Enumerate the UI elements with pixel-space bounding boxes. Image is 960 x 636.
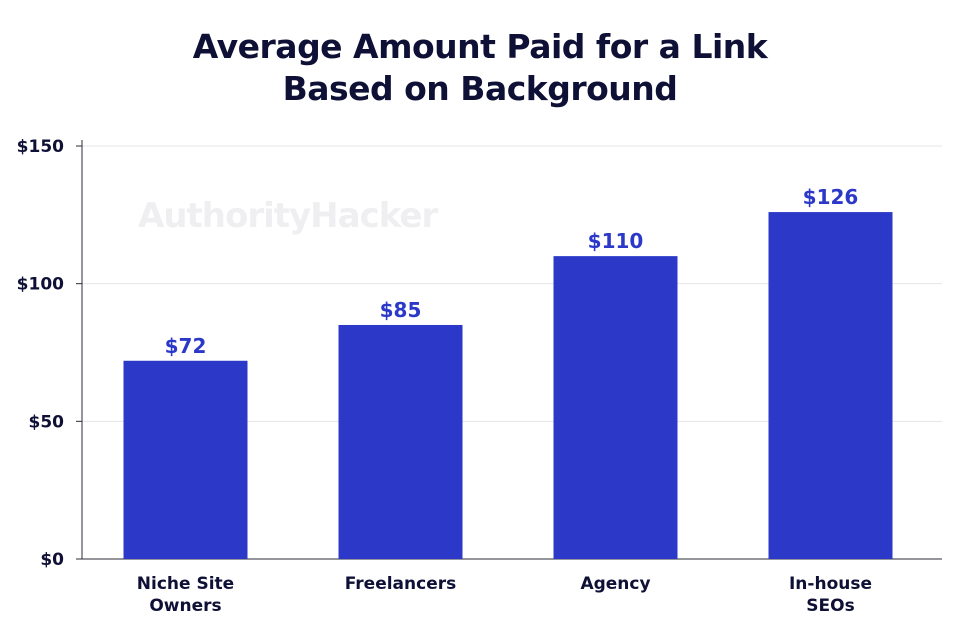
x-category-label: Agency: [580, 574, 650, 594]
x-category-label: In-house: [789, 574, 872, 594]
bar: [123, 360, 248, 559]
y-tick-label: $100: [17, 275, 64, 295]
chart-title-line-1: Average Amount Paid for a Link: [192, 27, 768, 66]
bar: [553, 256, 678, 559]
y-tick-label: $0: [40, 550, 64, 570]
x-category-label: Owners: [149, 596, 221, 616]
x-category-label: Freelancers: [345, 574, 456, 594]
x-category-label: Niche Site: [137, 574, 234, 594]
bar: [338, 324, 463, 559]
bar: [768, 212, 893, 559]
value-label: $126: [803, 185, 859, 209]
value-label: $72: [165, 334, 207, 358]
value-label: $85: [380, 298, 422, 322]
y-tick-label: $150: [17, 137, 64, 157]
x-category-label: SEOs: [806, 596, 854, 616]
watermark-logo: AuthorityHacker: [138, 196, 438, 236]
chart-title: Average Amount Paid for a Link Based on …: [0, 26, 960, 110]
chart-title-line-2: Based on Background: [282, 69, 678, 108]
y-tick-label: $50: [29, 412, 65, 432]
value-label: $110: [588, 229, 644, 253]
